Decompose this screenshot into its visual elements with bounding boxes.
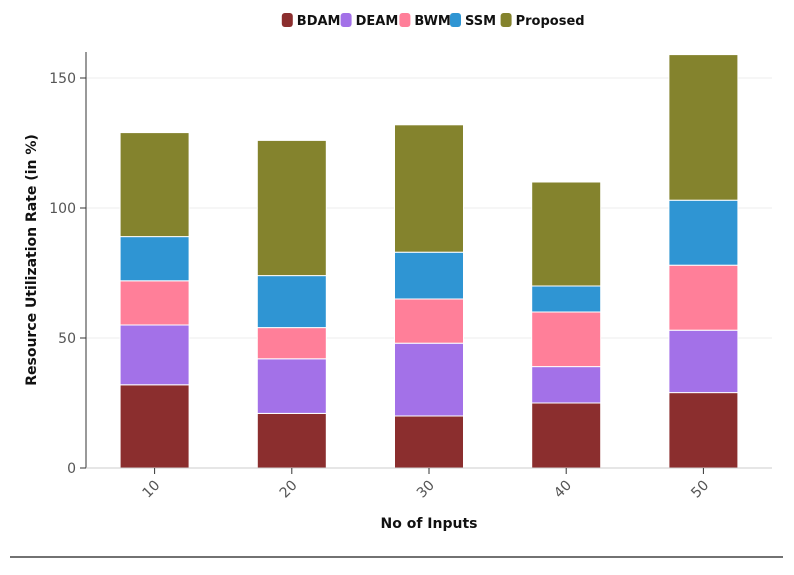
legend-swatch-bwm bbox=[399, 13, 411, 27]
bar-proposed-40 bbox=[531, 181, 602, 287]
x-tick-label: 40 bbox=[551, 478, 575, 502]
bar-deam-50 bbox=[668, 329, 739, 394]
legend: BDAM DEAM BWM SSM Proposed bbox=[281, 13, 585, 29]
bars bbox=[119, 54, 739, 469]
bar-ssm-20 bbox=[256, 275, 327, 329]
bar-ssm-40 bbox=[531, 285, 602, 313]
bar-bwm-30 bbox=[394, 298, 464, 344]
legend-label-deam: DEAM bbox=[356, 14, 399, 29]
y-tick-label: 0 bbox=[67, 461, 76, 477]
x-tick-label: 30 bbox=[414, 478, 438, 502]
y-axis-title: Resource Utilization Rate (in %) bbox=[24, 134, 40, 386]
bar-deam-10 bbox=[119, 324, 190, 386]
bar-proposed-10 bbox=[119, 132, 190, 238]
y-tick-label: 100 bbox=[49, 201, 76, 217]
bar-proposed-20 bbox=[256, 139, 327, 277]
x-tick-label: 50 bbox=[688, 478, 712, 502]
bar-ssm-10 bbox=[119, 236, 190, 282]
bar-ssm-50 bbox=[668, 199, 739, 266]
bar-deam-30 bbox=[394, 342, 464, 417]
x-tick-label: 20 bbox=[277, 478, 301, 502]
legend-swatch-bdam bbox=[281, 13, 293, 27]
x-axis-ticks: 10 20 30 40 50 bbox=[140, 468, 712, 502]
x-axis-title: No of Inputs bbox=[381, 516, 478, 532]
bar-ssm-30 bbox=[394, 251, 464, 300]
legend-label-ssm: SSM bbox=[465, 14, 496, 29]
y-axis-ticks: 0 50 100 150 bbox=[49, 71, 86, 477]
bar-bwm-40 bbox=[531, 311, 602, 368]
bar-bwm-50 bbox=[668, 264, 739, 331]
bar-bdam-50 bbox=[668, 392, 739, 469]
legend-label-bdam: BDAM bbox=[297, 14, 341, 29]
legend-label-proposed: Proposed bbox=[516, 14, 585, 29]
bar-bwm-20 bbox=[256, 327, 327, 360]
x-tick-label: 10 bbox=[140, 478, 164, 502]
bar-bdam-20 bbox=[256, 412, 327, 469]
legend-swatch-ssm bbox=[450, 13, 461, 27]
y-tick-label: 150 bbox=[49, 71, 76, 87]
bar-bdam-40 bbox=[531, 402, 602, 469]
legend-swatch-proposed bbox=[500, 13, 512, 27]
bar-bdam-10 bbox=[119, 384, 190, 469]
legend-label-bwm: BWM bbox=[414, 14, 450, 29]
bar-bwm-10 bbox=[119, 280, 190, 326]
bar-proposed-50 bbox=[668, 54, 739, 201]
y-tick-label: 50 bbox=[58, 331, 76, 347]
bar-bdam-30 bbox=[394, 415, 464, 469]
legend-swatch-deam bbox=[340, 13, 352, 27]
bar-proposed-30 bbox=[394, 124, 464, 253]
bar-deam-40 bbox=[531, 366, 602, 404]
bar-deam-20 bbox=[256, 358, 327, 414]
